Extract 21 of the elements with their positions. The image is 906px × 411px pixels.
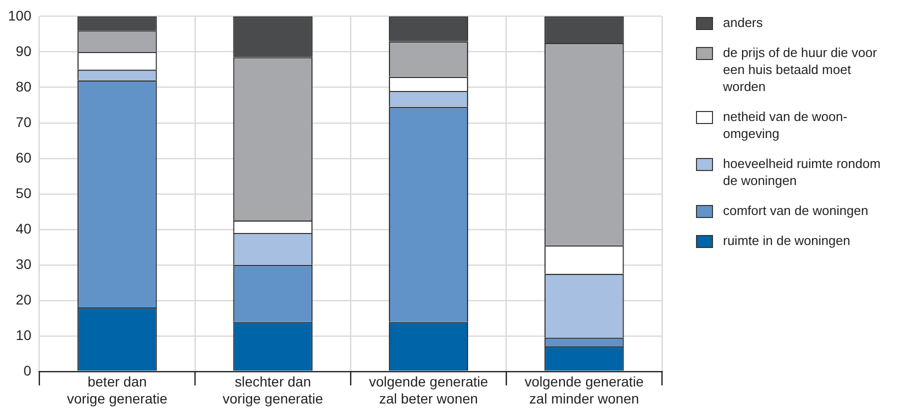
legend-label: anders	[723, 14, 763, 31]
x-tick-label: volgende generatie zal beter wonen	[368, 374, 488, 406]
y-tick-label: 90	[16, 42, 32, 59]
y-tick-label: 0	[24, 362, 32, 378]
y-tick-label: 30	[16, 256, 32, 272]
x-tick-label: volgende generatie zal minder wonen	[524, 374, 644, 406]
x-tick-label: slechter dan vorige generatie	[222, 374, 324, 406]
y-tick-label: 10	[16, 326, 32, 343]
y-tick-label: 40	[16, 220, 32, 236]
y-tick-label: 70	[16, 114, 32, 130]
y-tick-label: 50	[16, 184, 32, 201]
legend-label: de prijs of de huur die voor een huis betaald moet worden	[723, 44, 878, 95]
y-tick-label: 60	[16, 149, 32, 166]
text: netheid van de woon-omgeving	[723, 108, 848, 142]
legend-label: ruimte in de woningen	[723, 232, 850, 249]
y-tick-label: 20	[16, 291, 32, 308]
legend-label: hoeveelheid ruimte rondom de woningen	[723, 155, 882, 189]
y-tick-label: 100	[8, 7, 32, 24]
legend-label: comfort van de woningen	[723, 202, 868, 219]
y-tick-label: 80	[16, 78, 32, 94]
x-tick-label: beter dan vorige generatie	[66, 374, 168, 406]
